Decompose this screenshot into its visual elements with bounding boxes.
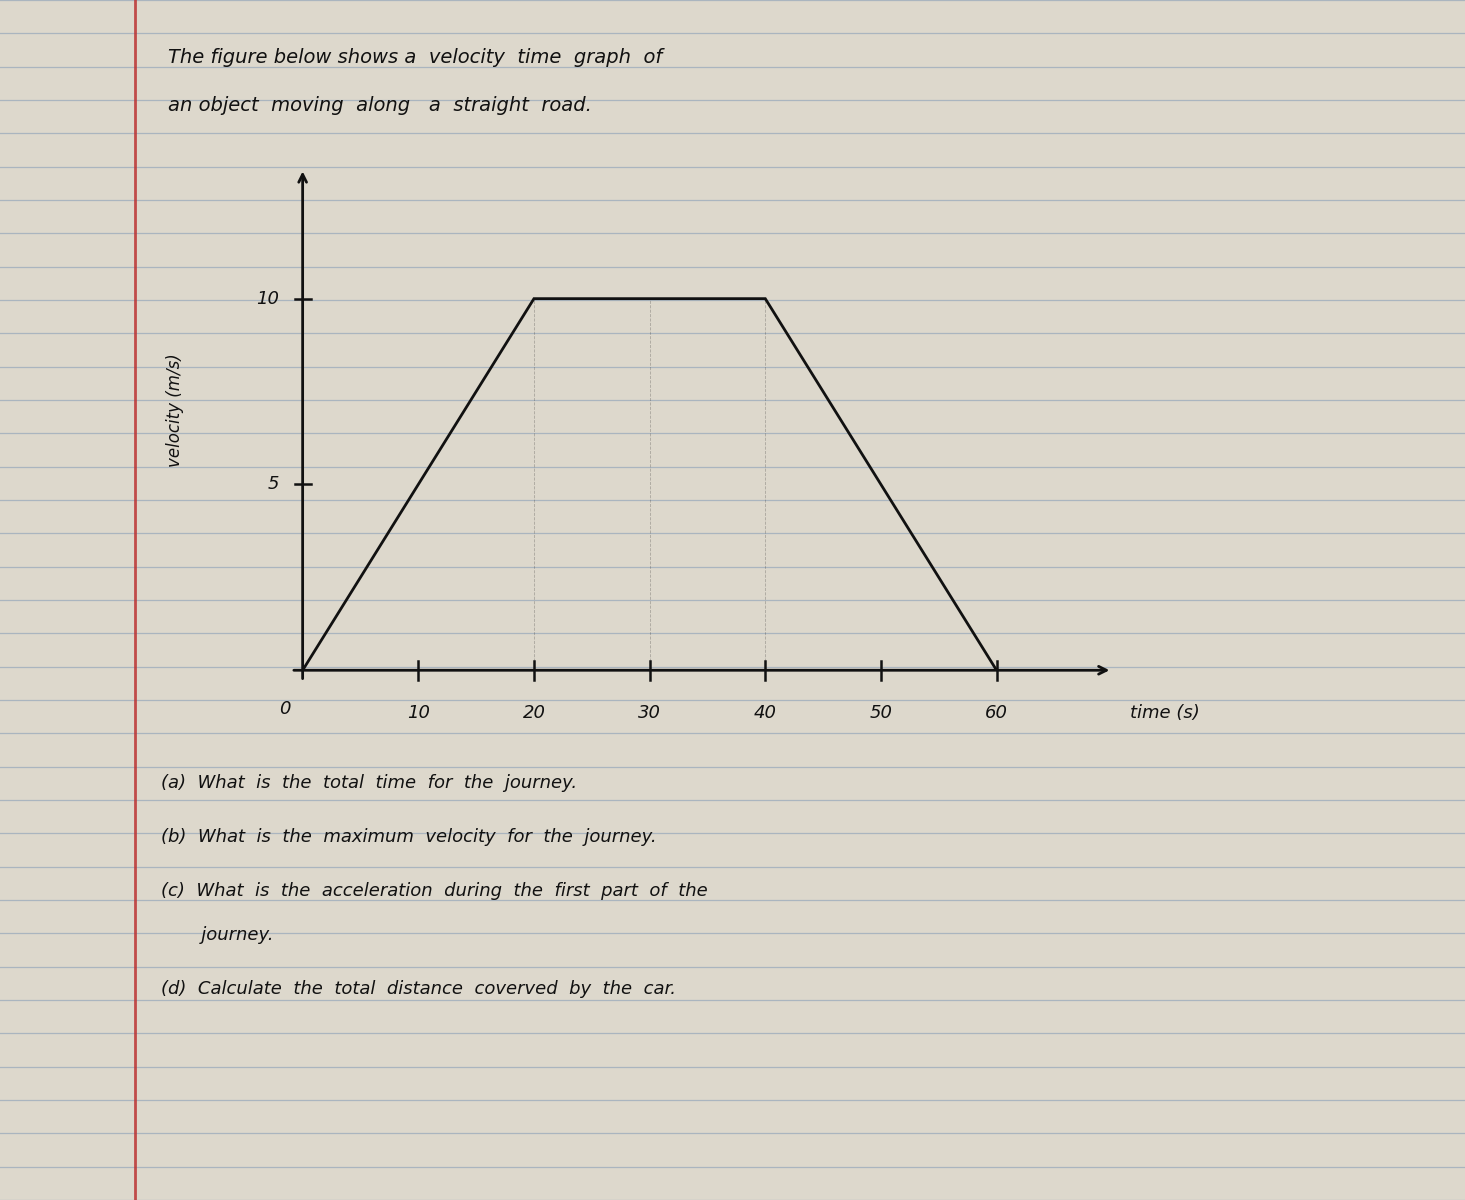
Text: (b)  What  is  the  maximum  velocity  for  the  journey.: (b) What is the maximum velocity for the… <box>161 828 656 846</box>
Text: 60: 60 <box>984 703 1008 721</box>
Text: (c)  What  is  the  acceleration  during  the  first  part  of  the: (c) What is the acceleration during the … <box>161 882 708 900</box>
Text: journey.: journey. <box>161 926 274 944</box>
Text: 5: 5 <box>268 475 280 493</box>
Text: 30: 30 <box>639 703 661 721</box>
Text: velocity (m/s): velocity (m/s) <box>167 353 185 467</box>
Text: 0: 0 <box>280 700 292 718</box>
Text: (a)  What  is  the  total  time  for  the  journey.: (a) What is the total time for the journ… <box>161 774 577 792</box>
Text: 50: 50 <box>869 703 892 721</box>
Text: 10: 10 <box>407 703 429 721</box>
Text: 10: 10 <box>256 289 280 307</box>
Text: (d)  Calculate  the  total  distance  coverved  by  the  car.: (d) Calculate the total distance coverve… <box>161 980 677 998</box>
Text: 40: 40 <box>754 703 776 721</box>
Text: time (s): time (s) <box>1130 703 1200 721</box>
Text: 20: 20 <box>523 703 545 721</box>
Text: The figure below shows a  velocity  time  graph  of: The figure below shows a velocity time g… <box>168 48 662 67</box>
Text: an object  moving  along   a  straight  road.: an object moving along a straight road. <box>168 96 592 115</box>
